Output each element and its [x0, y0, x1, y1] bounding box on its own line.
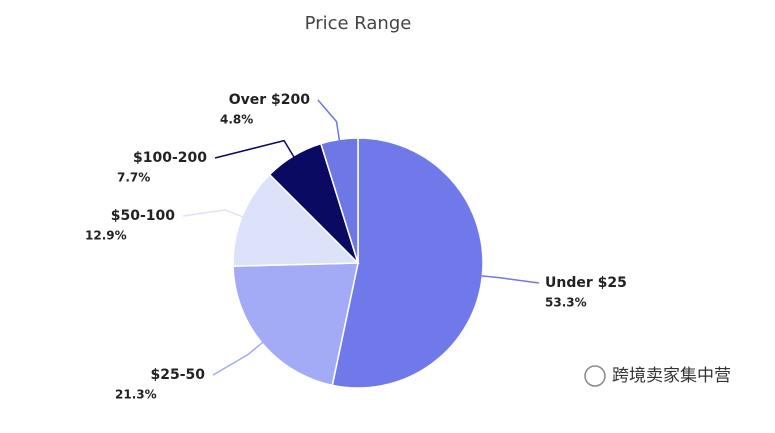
leader-line	[480, 274, 540, 284]
leader-line	[317, 99, 341, 142]
slice-label: Under $25	[545, 275, 627, 291]
slice-value: 53.3%	[545, 296, 587, 310]
watermark: 跨境卖家集中营	[584, 365, 731, 387]
slice-label: $25-50	[150, 367, 205, 383]
slice-label: $50-100	[111, 208, 176, 224]
leader-line	[212, 341, 264, 376]
slice-label: Over $200	[229, 92, 311, 108]
leader-line	[182, 209, 245, 219]
watermark-icon	[584, 365, 606, 387]
slice-value: 21.3%	[115, 388, 157, 402]
slice-value: 7.7%	[117, 171, 150, 185]
chart-title: Price Range	[305, 13, 412, 34]
slice-label: $100-200	[133, 150, 207, 166]
slice-value: 12.9%	[85, 229, 127, 243]
watermark-text: 跨境卖家集中营	[612, 366, 731, 386]
leader-line	[214, 139, 296, 159]
slice-value: 4.8%	[220, 113, 253, 127]
